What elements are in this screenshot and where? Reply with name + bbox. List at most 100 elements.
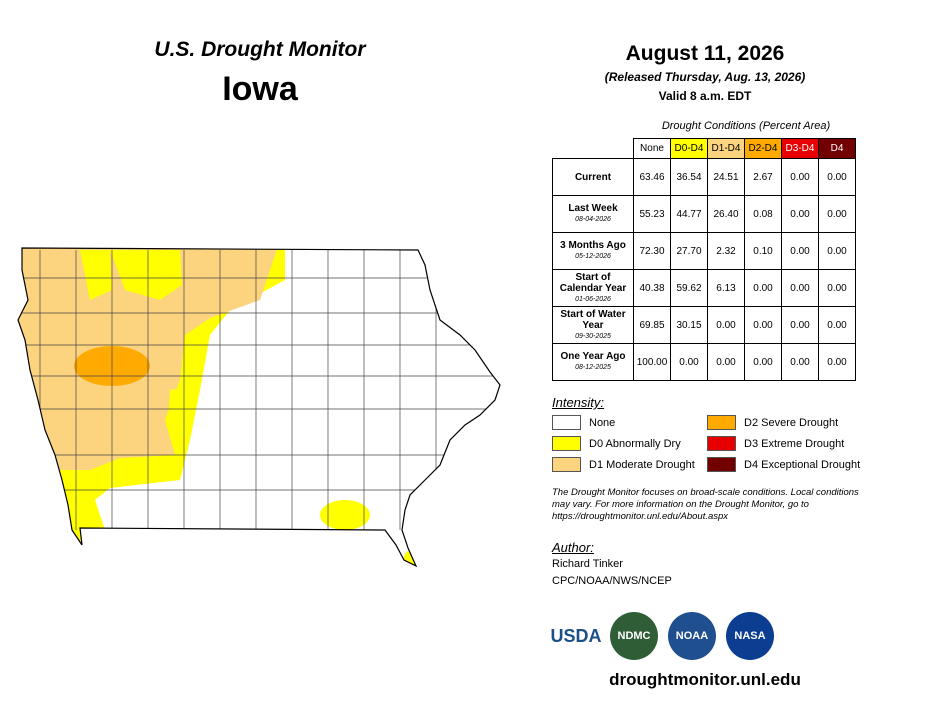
legend-label: D3 Extreme Drought [744, 437, 845, 450]
map [17, 247, 501, 567]
legend-label: D2 Severe Drought [744, 416, 839, 429]
column-header: None [633, 138, 671, 159]
cell-value: 0.00 [781, 158, 819, 196]
cell-value: 30.15 [670, 306, 708, 344]
row-name: One Year Ago [560, 351, 626, 362]
monitor-title: U.S. Drought Monitor [154, 38, 366, 61]
row-label: 3 Months Ago 05-12-2026 [552, 232, 634, 270]
cell-value: 26.40 [707, 195, 745, 233]
column-header: D3-D4 [781, 138, 819, 159]
cell-value: 0.00 [707, 306, 745, 344]
cell-value: 0.00 [781, 306, 819, 344]
legend-swatch [552, 436, 581, 451]
column-header: D4 [818, 138, 856, 159]
cell-value: 100.00 [633, 343, 671, 381]
table-row: 3 Months Ago 05-12-2026 72.30 27.70 2.32 0.10… [552, 232, 856, 270]
cell-value: 0.00 [781, 269, 819, 307]
table-row: Start of Water Year 09-30-2025 69.85 30.15 0… [552, 306, 856, 344]
cell-value: 0.00 [781, 232, 819, 270]
author-title: Author: [552, 540, 594, 555]
cell-value: 69.85 [633, 306, 671, 344]
column-header: D1-D4 [707, 138, 745, 159]
cell-value: 0.10 [744, 232, 782, 270]
cell-value: 27.70 [670, 232, 708, 270]
logo: NOAA [668, 612, 716, 660]
column-header: D0-D4 [670, 138, 708, 159]
valid-time: Valid 8 a.m. EDT [658, 89, 752, 103]
table-row: Last Week 08-04-2026 55.23 44.77 26.40 0.08 0.… [552, 195, 856, 233]
legend-item: D0 Abnormally Dry [552, 436, 681, 451]
cell-value: 0.00 [818, 343, 856, 381]
row-date: 01-06-2026 [575, 295, 611, 303]
header-row: None D0-D4 D1-D4 D2-D4 D3-D4 D4 [553, 138, 856, 159]
cell-value: 0.00 [818, 195, 856, 233]
legend-item: D1 Moderate Drought [552, 457, 695, 472]
cell-value: 40.38 [633, 269, 671, 307]
legend-item: D4 Exceptional Drought [707, 457, 860, 472]
table-row: One Year Ago 08-12-2025 100.00 0.00 0.00 0.00… [552, 343, 856, 381]
cell-value: 0.00 [744, 343, 782, 381]
cell-value: 59.62 [670, 269, 708, 307]
legend-label: D1 Moderate Drought [589, 458, 695, 471]
legend-swatch [552, 457, 581, 472]
table-row: Start of Calendar Year 01-06-2026 40.38 59.… [552, 269, 856, 307]
cell-value: 0.00 [707, 343, 745, 381]
cell-value: 24.51 [707, 158, 745, 196]
cell-value: 2.67 [744, 158, 782, 196]
row-date: 09-30-2025 [575, 332, 611, 340]
legend-swatch [707, 457, 736, 472]
row-label: Start of Calendar Year 01-06-2026 [552, 269, 634, 307]
row-label: Start of Water Year 09-30-2025 [552, 306, 634, 344]
legend-label: D4 Exceptional Drought [744, 458, 861, 471]
cell-value: 6.13 [707, 269, 745, 307]
row-name: Start of Water Year [560, 308, 626, 331]
conditions-table: None D0-D4 D1-D4 D2-D4 D3-D4 D4 Current 63.46 36… [552, 138, 856, 381]
logo: USDA [551, 612, 602, 660]
cell-value: 0.00 [818, 306, 856, 344]
cell-value: 0.00 [744, 306, 782, 344]
logo: NASA [726, 612, 774, 660]
cell-value: 0.00 [744, 269, 782, 307]
cell-value: 0.08 [744, 195, 782, 233]
row-date: 08-04-2026 [575, 216, 611, 223]
logo: NDMC [610, 612, 658, 660]
state-title: Iowa [222, 70, 298, 108]
cell-value: 72.30 [633, 232, 671, 270]
row-name: Start of Calendar Year [559, 271, 627, 294]
cell-value: 63.46 [633, 158, 671, 196]
table-row: Current 63.46 36.54 24.51 2.67 0.00 0.00 [552, 158, 856, 196]
row-name: 3 Months Ago [560, 240, 626, 251]
row-label: Current [552, 158, 634, 196]
row-name: Current [574, 171, 612, 183]
cell-value: 0.00 [818, 269, 856, 307]
row-name: Last Week [568, 203, 618, 214]
row-date: 08-12-2025 [575, 364, 611, 371]
row-label: Last Week 08-04-2026 [552, 195, 634, 233]
legend-swatch [707, 415, 736, 430]
author-name: Richard Tinker [552, 558, 623, 570]
cell-value: 2.32 [707, 232, 745, 270]
column-header: D2-D4 [744, 138, 782, 159]
row-label: One Year Ago 08-12-2025 [552, 343, 634, 381]
legend-label: None [589, 416, 616, 429]
cell-value: 55.23 [633, 195, 671, 233]
legend-item: D3 Extreme Drought [707, 436, 844, 451]
note: The Drought Monitor focuses on broad-sca… [552, 487, 859, 522]
legend-swatch [707, 436, 736, 451]
cell-value: 36.54 [670, 158, 708, 196]
corner-cell [553, 139, 634, 159]
legend-title: Intensity: [552, 395, 605, 410]
cell-value: 0.00 [781, 343, 819, 381]
table-caption: Drought Conditions (Percent Area) [661, 120, 831, 132]
legend-item: None [552, 415, 615, 430]
release-date: (Released Thursday, Aug. 13, 2026) [604, 70, 806, 84]
row-date: 05-12-2026 [575, 253, 611, 260]
legend-item: D2 Severe Drought [707, 415, 838, 430]
cell-value: 0.00 [818, 158, 856, 196]
legend-label: D0 Abnormally Dry [589, 437, 681, 450]
author-org: CPC/NOAA/NWS/NCEP [552, 575, 672, 587]
legend-swatch [552, 415, 581, 430]
cell-value: 44.77 [670, 195, 708, 233]
site-url: droughtmonitor.unl.edu [609, 670, 801, 689]
